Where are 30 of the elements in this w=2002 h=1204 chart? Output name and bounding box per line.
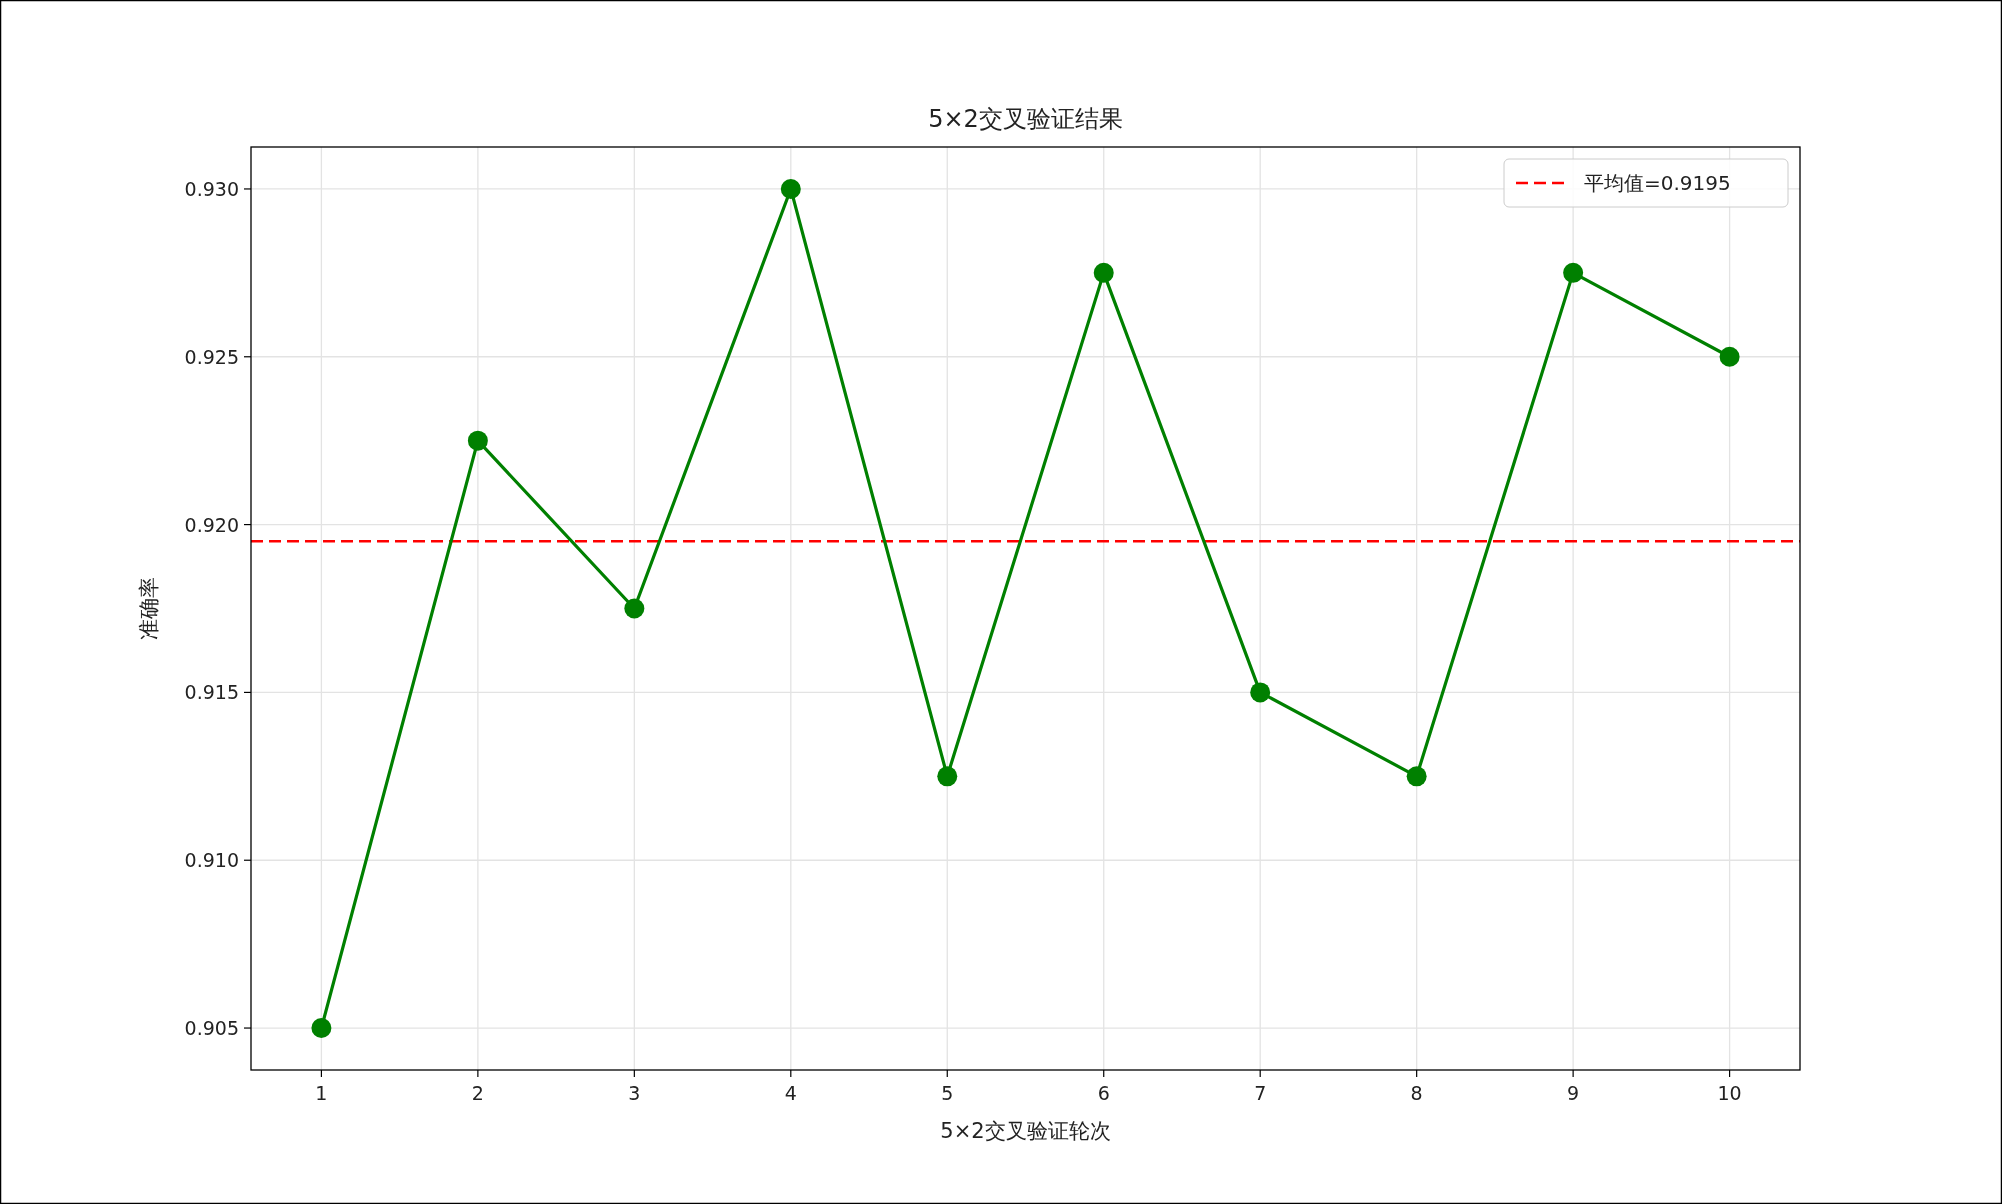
point	[937, 766, 958, 787]
x-tick-label: 2	[471, 1082, 484, 1104]
point	[1406, 766, 1427, 787]
legend-label: 平均值=0.9195	[1584, 171, 1731, 195]
x-tick-label: 10	[1717, 1082, 1742, 1104]
chart-title: 5×2交叉验证结果	[928, 105, 1123, 133]
point	[1250, 682, 1271, 703]
x-tick-label: 8	[1410, 1082, 1423, 1104]
y-axis-title: 准确率	[137, 577, 161, 640]
y-tick-label: 0.905	[184, 1017, 239, 1040]
x-tick-label: 5	[941, 1082, 954, 1104]
point	[1719, 346, 1740, 367]
y-tick-label: 0.925	[184, 345, 239, 368]
x-tick-label: 1	[315, 1082, 328, 1104]
x-tick-label: 6	[1097, 1082, 1110, 1104]
x-tick-label: 4	[784, 1082, 797, 1104]
x-tick-label: 7	[1254, 1082, 1267, 1104]
y-tick-label: 0.920	[184, 513, 239, 536]
point	[780, 178, 801, 199]
y-tick-label: 0.915	[184, 681, 239, 704]
point	[311, 1018, 332, 1039]
point	[624, 598, 645, 619]
point	[467, 430, 488, 451]
point	[1563, 262, 1584, 283]
x-tick-label: 3	[628, 1082, 641, 1104]
x-axis-title: 5×2交叉验证轮次	[940, 1119, 1111, 1143]
y-tick-label: 0.910	[184, 849, 239, 872]
point	[1093, 262, 1114, 283]
y-tick-label: 0.930	[184, 177, 239, 200]
x-tick-label: 9	[1567, 1082, 1580, 1104]
